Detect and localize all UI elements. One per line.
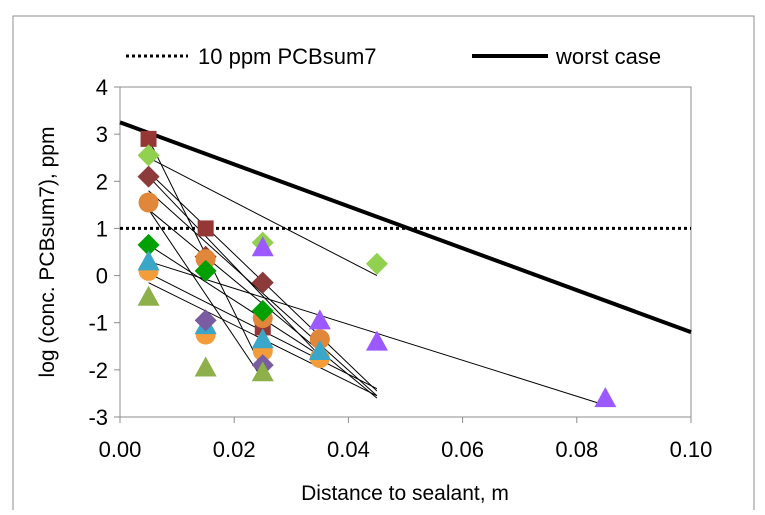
marker-triangle (251, 328, 274, 349)
marker-triangle (308, 340, 331, 360)
reference-lines (119, 120, 692, 335)
x-axis-ticks: 0.00 0.02 0.04 0.06 0.08 0.10 (99, 417, 713, 462)
marker-triangle (594, 387, 617, 408)
marker-diamond (251, 271, 274, 294)
marker-triangle (365, 330, 388, 351)
marker-diamond (251, 299, 274, 322)
reference-line-worst-case (119, 120, 692, 335)
y-tick-label: 3 (96, 122, 108, 147)
marker-diamond (194, 259, 217, 282)
fit-line (148, 244, 321, 357)
x-axis-title: Distance to sealant, m (301, 482, 509, 505)
marker-square (140, 130, 157, 147)
x-tick-label: 0.10 (670, 437, 713, 462)
fit-line (148, 157, 378, 277)
x-tick-label: 0.02 (213, 437, 256, 462)
x-tick-label: 0.08 (555, 437, 598, 462)
x-tick-label: 0.00 (99, 437, 142, 462)
y-tick-label: -2 (88, 358, 108, 383)
fit-line (148, 209, 264, 380)
y-tick-label: 0 (96, 264, 108, 289)
marker-triangle (251, 236, 274, 257)
marker-circle (309, 329, 330, 350)
legend-label-worst-case: worst case (555, 44, 661, 69)
fit-line (148, 176, 321, 357)
data-markers (137, 130, 617, 408)
marker-triangle (194, 356, 217, 377)
y-axis-ticks: -3 -2 -1 0 1 2 3 4 (88, 75, 120, 430)
marker-diamond (365, 252, 388, 275)
marker-diamond (194, 309, 217, 332)
y-tick-label: 2 (96, 169, 108, 194)
marker-diamond (137, 165, 160, 188)
y-axis-title: log (conc. PCBsum7), ppm (36, 127, 59, 378)
legend-label-10ppm: 10 ppm PCBsum7 (198, 44, 377, 69)
marker-triangle (308, 309, 331, 330)
x-tick-label: 0.04 (327, 437, 370, 462)
y-tick-label: -1 (88, 311, 108, 336)
marker-triangle (137, 250, 160, 271)
legend: 10 ppm PCBsum7 worst case (126, 44, 661, 69)
marker-circle (195, 249, 216, 270)
marker-diamond (137, 233, 160, 256)
y-tick-label: 4 (96, 75, 108, 100)
marker-circle (138, 192, 159, 213)
plot-area (119, 86, 692, 418)
marker-triangle (137, 285, 160, 306)
marker-triangle (251, 361, 274, 382)
marker-diamond (137, 144, 160, 167)
y-tick-label: 1 (96, 216, 108, 241)
marker-square (197, 220, 214, 237)
y-tick-label: -3 (88, 405, 108, 430)
x-tick-label: 0.06 (441, 437, 484, 462)
